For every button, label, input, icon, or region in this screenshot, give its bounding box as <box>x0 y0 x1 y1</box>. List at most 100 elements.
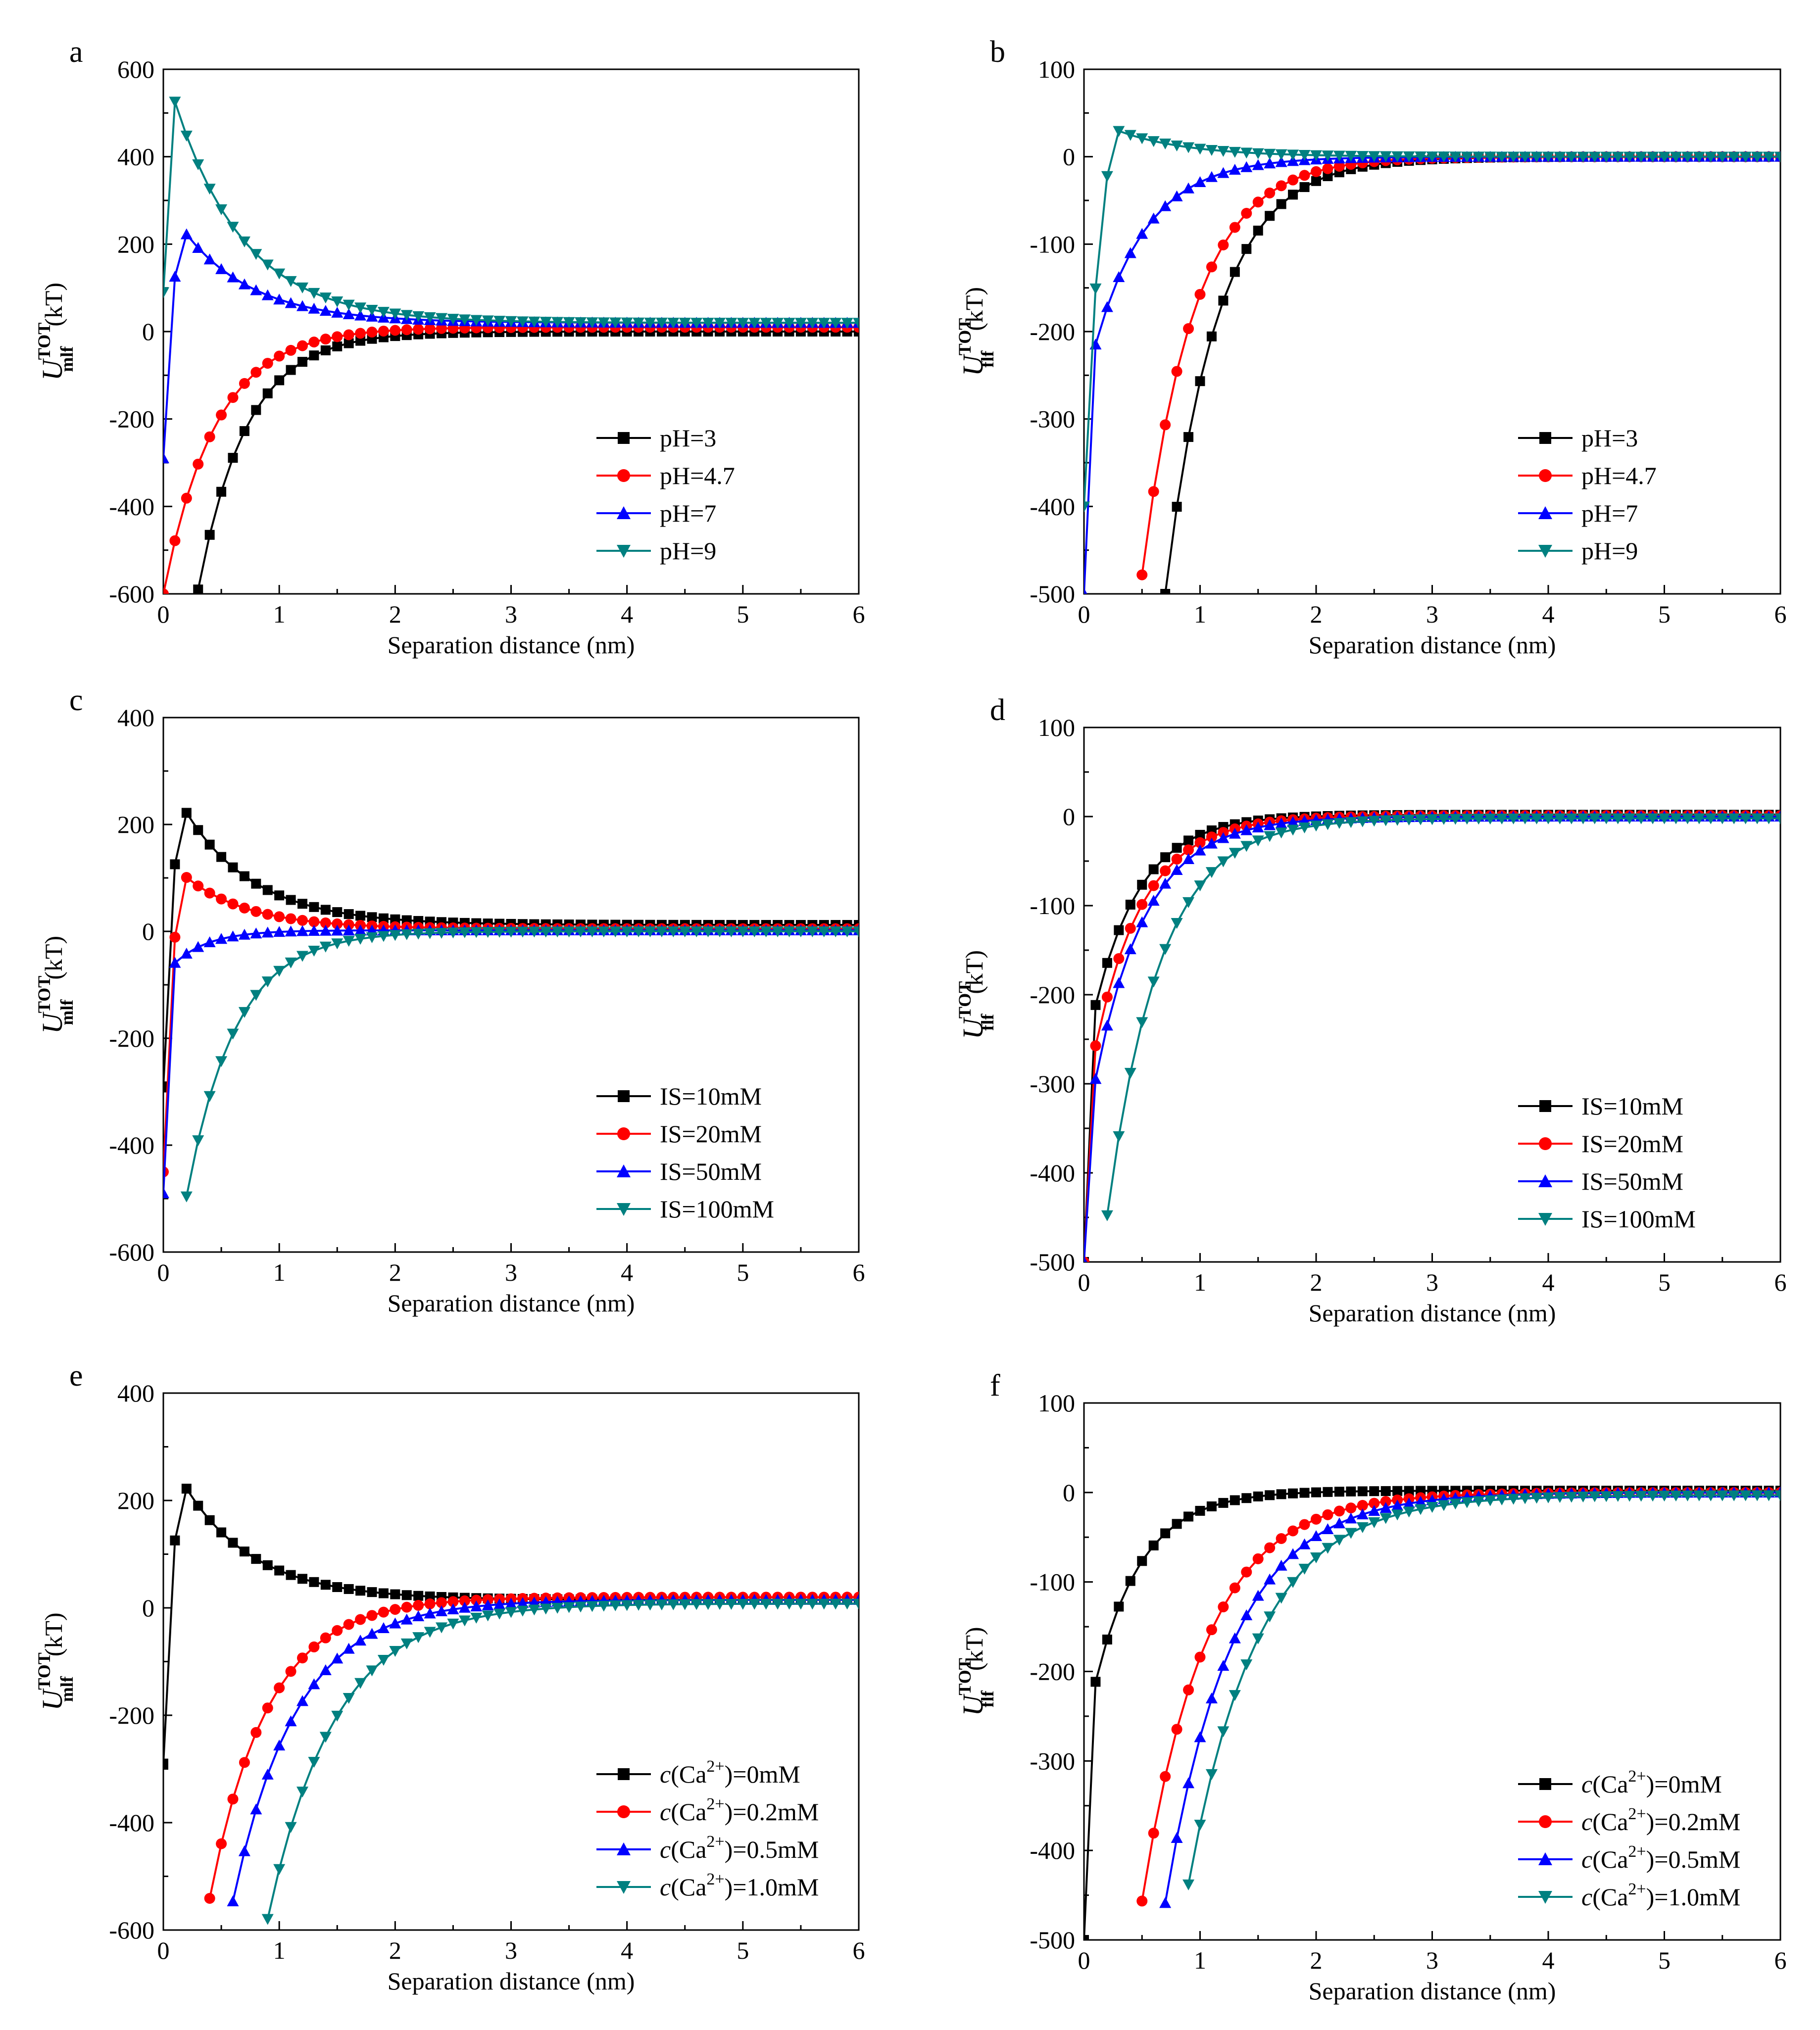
data-point <box>1403 151 1415 162</box>
data-point <box>714 318 726 329</box>
data-point <box>1739 813 1752 824</box>
series-c-4 <box>180 926 859 1203</box>
data-point <box>1206 1624 1217 1636</box>
data-point <box>343 936 355 947</box>
data-point <box>1183 1511 1194 1522</box>
data-point <box>528 316 541 328</box>
data-point <box>1635 151 1647 163</box>
data-point <box>274 1565 285 1576</box>
data-point <box>633 926 645 938</box>
series-line <box>185 930 859 1197</box>
data-point <box>1276 1489 1286 1499</box>
data-point <box>1368 816 1380 827</box>
data-point <box>425 1591 435 1601</box>
data-point <box>163 287 169 298</box>
series-b-3 <box>1084 150 1780 594</box>
data-point <box>818 318 830 329</box>
x-axis-title: Separation distance (nm) <box>1309 1977 1556 2005</box>
data-point <box>1241 1493 1252 1503</box>
data-point <box>1322 1509 1333 1520</box>
data-point <box>1206 831 1217 843</box>
data-point <box>1159 1897 1172 1908</box>
data-point <box>389 930 401 941</box>
data-point <box>540 1603 552 1615</box>
data-point <box>331 1710 344 1722</box>
data-point <box>1195 1505 1205 1516</box>
data-point <box>575 317 587 329</box>
panel-letter: b <box>990 35 1005 69</box>
data-point <box>1183 1684 1194 1695</box>
x-tick-label: 3 <box>505 1936 517 1964</box>
data-point <box>331 1652 344 1664</box>
x-tick-label: 1 <box>273 600 286 628</box>
data-point <box>1368 1517 1380 1528</box>
data-point <box>377 307 390 318</box>
y-tick-label: 0 <box>142 918 154 945</box>
data-point <box>1612 151 1624 163</box>
data-point <box>215 1056 228 1067</box>
data-point <box>1136 899 1148 910</box>
data-point <box>1264 1573 1276 1585</box>
data-point <box>1577 813 1589 824</box>
data-point <box>458 1615 471 1627</box>
data-point <box>1194 1651 1206 1663</box>
legend-marker <box>617 545 631 558</box>
data-point <box>1113 977 1125 988</box>
data-point <box>655 926 668 938</box>
data-point <box>401 324 412 336</box>
data-point <box>1240 1659 1253 1671</box>
data-point <box>760 318 772 329</box>
data-point <box>1310 1552 1322 1564</box>
data-point <box>203 253 216 265</box>
data-point <box>227 1793 239 1805</box>
panel-letter: a <box>69 35 83 69</box>
data-point <box>1241 208 1252 219</box>
data-point <box>1449 1498 1462 1510</box>
data-point <box>655 1599 668 1611</box>
data-point <box>1194 144 1206 155</box>
data-point <box>319 1732 332 1743</box>
legend-item: c(Ca2+)=1.0mM <box>1518 1880 1740 1911</box>
x-tick-label: 3 <box>1426 1268 1438 1296</box>
y-tick-label: -400 <box>109 1131 154 1159</box>
data-point <box>354 924 367 936</box>
data-point <box>1751 151 1764 163</box>
data-point <box>794 926 807 938</box>
data-point <box>1101 1019 1113 1031</box>
data-point <box>1554 1492 1566 1503</box>
legend-label: c(Ca2+)=0mM <box>1581 1767 1722 1798</box>
legend-item: c(Ca2+)=0.2mM <box>1518 1805 1740 1836</box>
data-point <box>1333 1535 1345 1546</box>
data-point <box>1565 151 1577 163</box>
data-point <box>1588 151 1601 163</box>
data-point <box>274 890 285 901</box>
data-point <box>1206 331 1217 341</box>
series-b-4 <box>1084 126 1780 513</box>
data-point <box>1380 1496 1391 1507</box>
data-point <box>1426 151 1438 163</box>
data-point <box>1507 1494 1520 1505</box>
data-point <box>1148 880 1159 891</box>
data-point <box>1182 1777 1195 1788</box>
data-point <box>193 880 204 892</box>
data-point <box>1160 865 1171 876</box>
data-point <box>1147 976 1160 988</box>
data-point <box>1275 149 1287 160</box>
x-axis-title: Separation distance (nm) <box>1309 631 1556 659</box>
data-point <box>1160 419 1171 431</box>
data-point <box>1136 133 1148 145</box>
data-point <box>1287 149 1299 161</box>
data-point <box>1183 835 1194 846</box>
data-point <box>1148 1828 1159 1839</box>
data-point <box>1530 813 1543 824</box>
data-point <box>1356 816 1369 827</box>
panel-letter: e <box>69 1359 83 1393</box>
y-axis-title-text: UTOTflf(kT) <box>955 1627 997 1716</box>
data-point <box>1171 918 1183 929</box>
y-tick-label: 400 <box>117 704 154 731</box>
data-point <box>597 1600 610 1612</box>
data-point <box>1287 1548 1299 1559</box>
data-point <box>1275 827 1287 839</box>
data-point <box>1113 271 1125 282</box>
data-point <box>1252 1553 1264 1564</box>
